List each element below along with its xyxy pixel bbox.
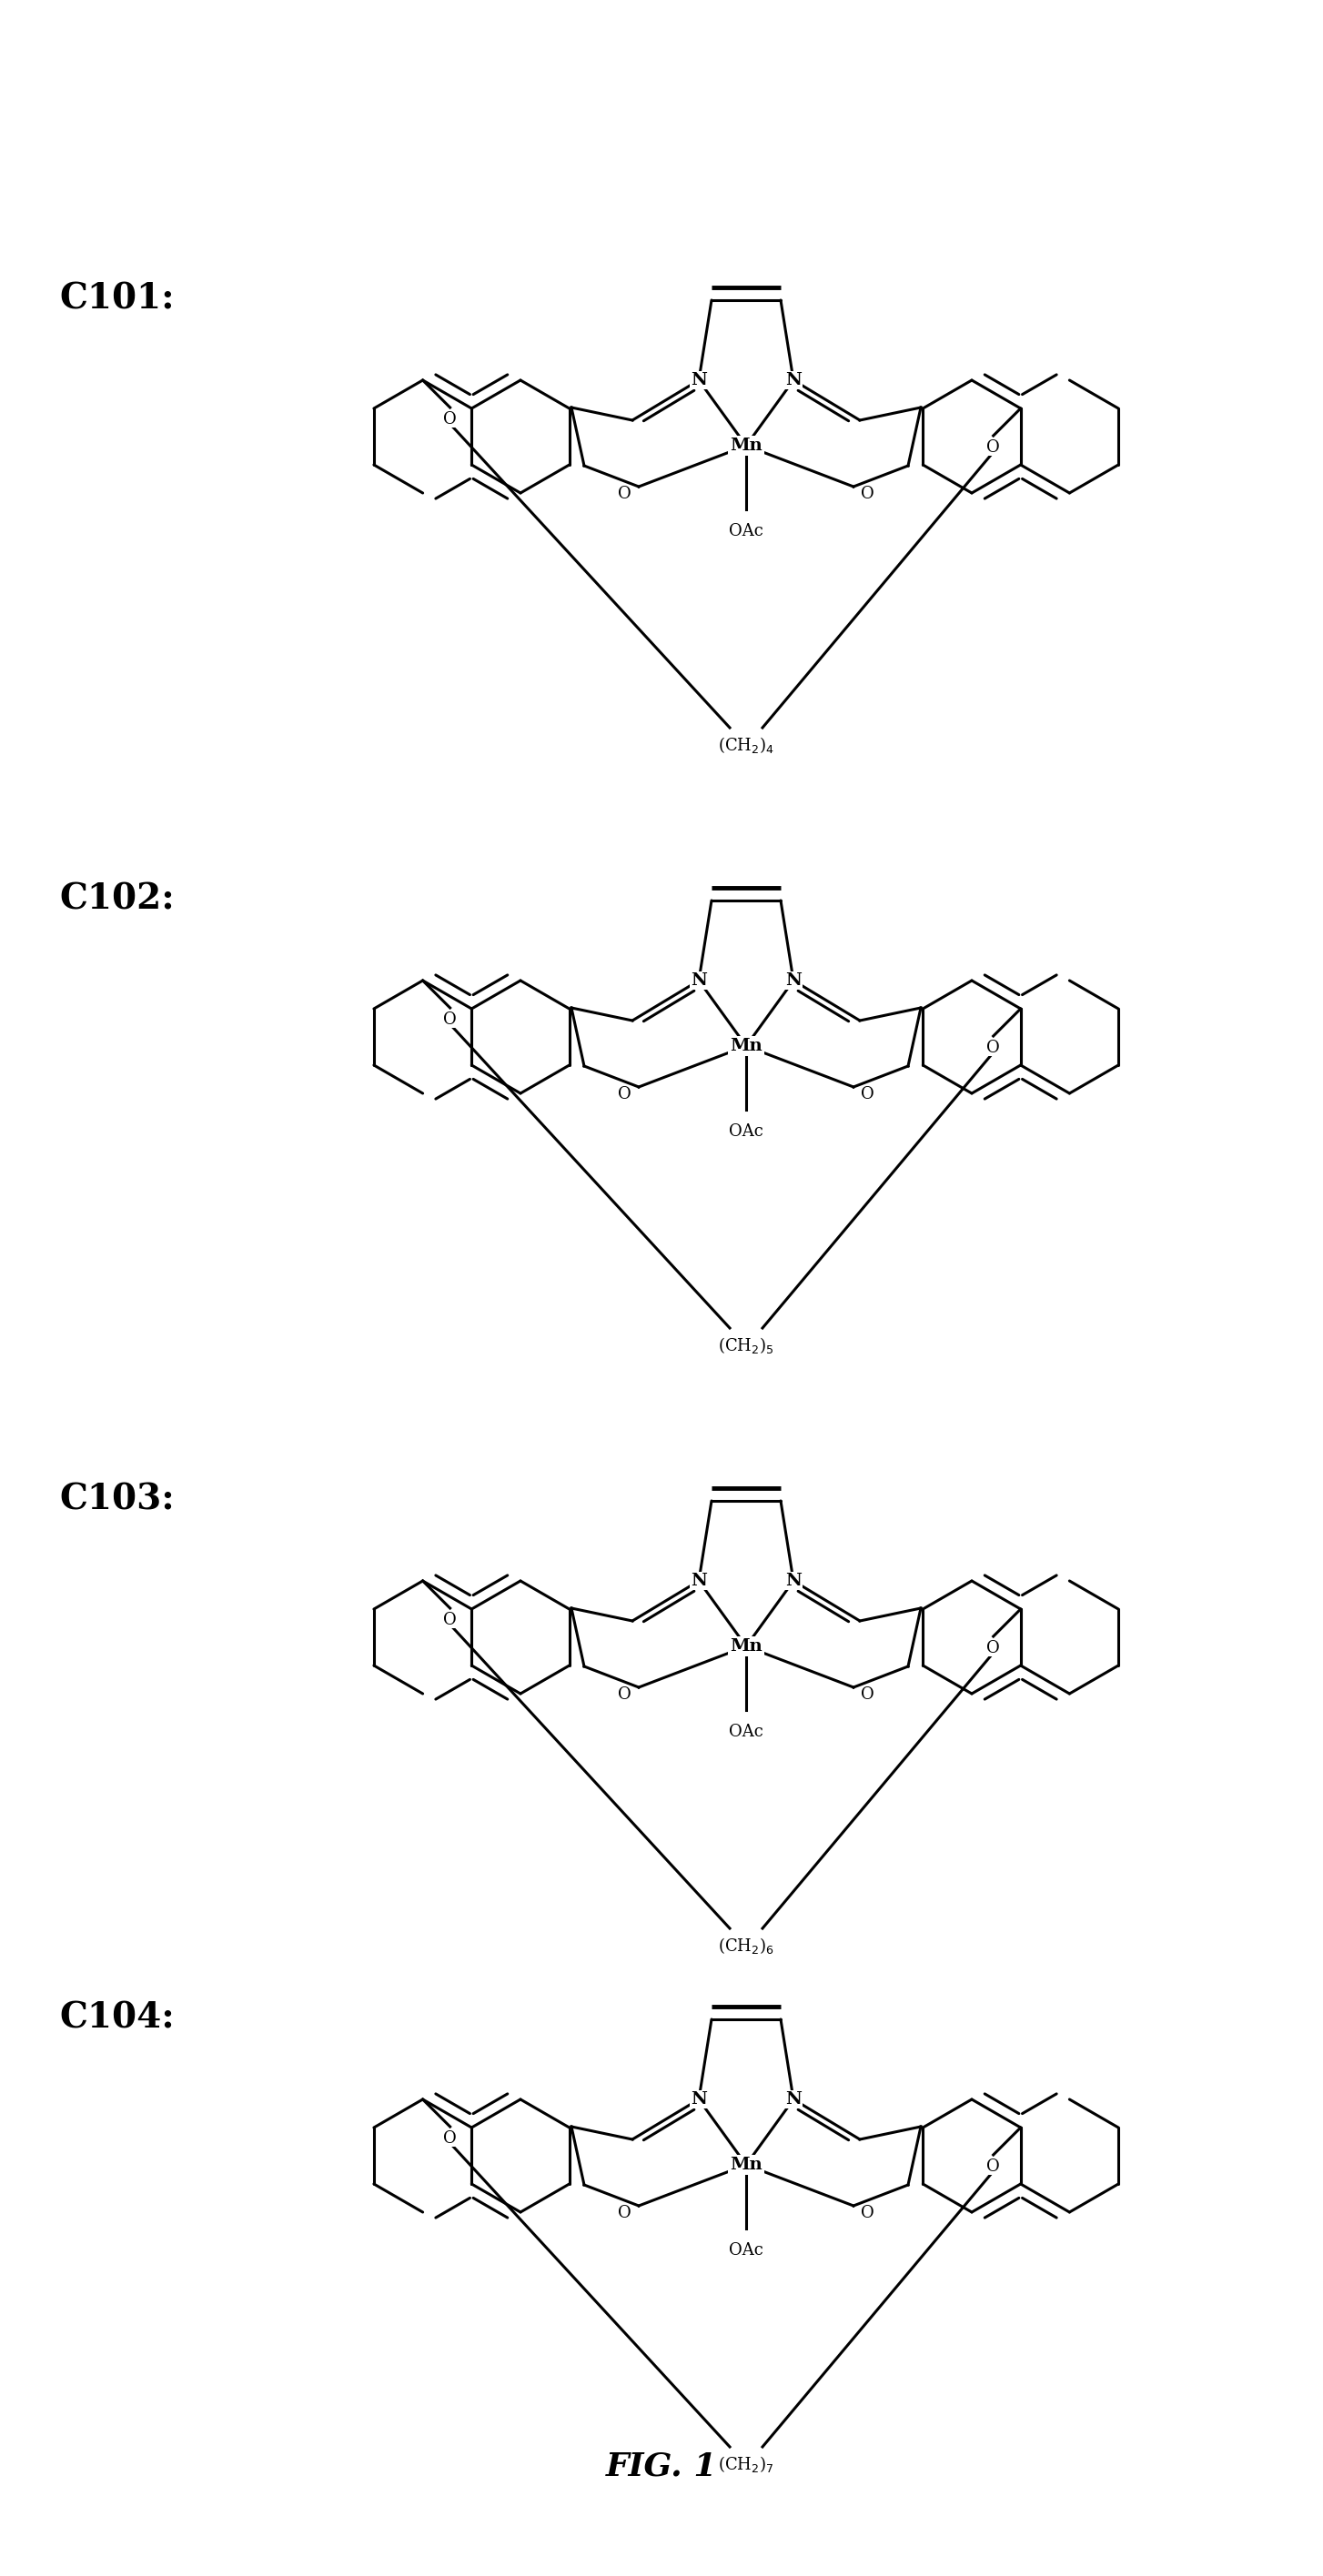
Text: N: N <box>786 371 802 389</box>
Text: O: O <box>618 1087 631 1103</box>
Text: N: N <box>691 2092 706 2107</box>
Text: C102:: C102: <box>60 884 175 917</box>
Text: O: O <box>861 487 875 502</box>
Text: (CH$_2$)$_{7}$: (CH$_2$)$_{7}$ <box>718 2455 774 2473</box>
Text: O: O <box>987 2159 1000 2174</box>
Text: C104:: C104: <box>60 2002 175 2035</box>
Text: O: O <box>443 412 456 428</box>
Text: C101:: C101: <box>60 281 175 317</box>
Text: N: N <box>691 1574 706 1589</box>
Text: N: N <box>786 971 802 989</box>
Text: N: N <box>786 2092 802 2107</box>
Text: (CH$_2$)$_{4}$: (CH$_2$)$_{4}$ <box>718 734 774 755</box>
Text: N: N <box>786 1574 802 1589</box>
Text: O: O <box>861 1687 875 1703</box>
Text: OAc: OAc <box>729 1723 763 1739</box>
Text: Mn: Mn <box>730 1038 762 1054</box>
Text: (CH$_2$)$_{5}$: (CH$_2$)$_{5}$ <box>718 1334 774 1355</box>
Text: N: N <box>691 371 706 389</box>
Text: (CH$_2$)$_{6}$: (CH$_2$)$_{6}$ <box>718 1935 774 1955</box>
Text: O: O <box>987 1641 1000 1656</box>
Text: O: O <box>861 1087 875 1103</box>
Text: O: O <box>987 440 1000 456</box>
Text: Mn: Mn <box>730 1638 762 1654</box>
Text: OAc: OAc <box>729 2241 763 2259</box>
Text: FIG. 1: FIG. 1 <box>606 2452 717 2483</box>
Text: O: O <box>618 1687 631 1703</box>
Text: O: O <box>618 2205 631 2221</box>
Text: O: O <box>861 2205 875 2221</box>
Text: Mn: Mn <box>730 2156 762 2174</box>
Text: OAc: OAc <box>729 523 763 538</box>
Text: O: O <box>987 1041 1000 1056</box>
Text: N: N <box>691 971 706 989</box>
Text: OAc: OAc <box>729 1123 763 1139</box>
Text: O: O <box>443 1012 456 1028</box>
Text: Mn: Mn <box>730 438 762 453</box>
Text: O: O <box>618 487 631 502</box>
Text: C103:: C103: <box>60 1484 175 1517</box>
Text: O: O <box>443 1613 456 1628</box>
Text: O: O <box>443 2130 456 2146</box>
